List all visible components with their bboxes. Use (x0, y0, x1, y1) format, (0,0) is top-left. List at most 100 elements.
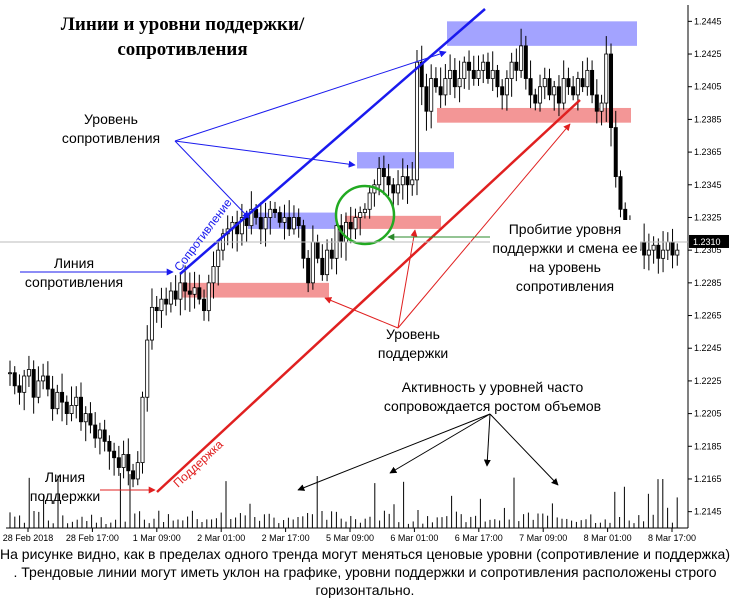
candle-body (168, 290, 173, 305)
volume-note-label: Активность у уровней часто сопровождаетс… (383, 379, 602, 414)
candle-body (282, 217, 287, 223)
candle-body (145, 339, 150, 398)
price-tick-label: 1.2285 (694, 278, 722, 288)
resistance-level-arrow (174, 50, 447, 142)
candle-body (594, 94, 599, 112)
candle-body (178, 282, 183, 300)
candle-body (164, 298, 169, 305)
candle-body (661, 249, 666, 259)
candle-body (353, 217, 358, 230)
support-zone (180, 282, 329, 298)
breakout-label: Пробитие уровня поддержки и смена ее на … (490, 220, 640, 296)
breakout-circle (334, 184, 396, 246)
candle-body (329, 249, 334, 259)
candle-body (651, 244, 656, 251)
candle-body (358, 212, 363, 218)
candle-body (452, 69, 457, 88)
candle-body (542, 78, 547, 88)
price-tick-label: 1.2185 (694, 441, 722, 451)
time-tick-label: 7 Mar 09:00 (519, 533, 567, 543)
candle-body (533, 94, 538, 104)
candle-body (291, 217, 296, 230)
candle-body (656, 244, 661, 259)
price-tick-label: 1.2145 (694, 507, 722, 517)
support-zone (437, 107, 631, 123)
candle-body (410, 179, 415, 186)
candle-body (490, 69, 495, 79)
candle-body (83, 413, 88, 423)
current-price-badge (689, 234, 729, 248)
candle-body (433, 78, 438, 88)
candle-body (277, 212, 282, 223)
current-price-label: 1.2310 (693, 237, 721, 247)
candle-body (97, 429, 102, 439)
support-level-label: Уровень поддержки (377, 326, 449, 361)
candle-body (599, 102, 604, 112)
candle-body (140, 396, 145, 464)
price-tick-label: 1.2265 (694, 311, 722, 321)
candle-body (149, 306, 154, 341)
candle-body (467, 61, 472, 71)
candle-body (514, 61, 519, 71)
candle-body (367, 192, 372, 210)
candle-body (315, 241, 320, 259)
candle-body (296, 217, 301, 227)
candle-body (580, 78, 585, 88)
time-tick-label: 5 Mar 09:00 (326, 533, 374, 543)
candle-body (509, 61, 514, 79)
time-tick-label: 6 Mar 01:00 (390, 533, 438, 543)
candle-body (462, 61, 467, 79)
candle-body (55, 391, 60, 410)
trendline-layer (156, 8, 581, 493)
time-axis: 28 Feb 2018 28 Feb 17:00 1 Mar 09:00 2 Mar … (3, 528, 696, 543)
price-tick-label: 1.2385 (694, 114, 722, 124)
candle-body (121, 454, 126, 468)
candle-body (258, 217, 263, 230)
time-tick-label: 2 Mar 01:00 (197, 533, 245, 543)
candle-body (17, 385, 22, 393)
candle-body (391, 184, 396, 194)
time-tick-label: 28 Feb 2018 (3, 533, 54, 543)
candle-body (481, 61, 486, 71)
candle-body (504, 78, 509, 96)
candle-body (571, 86, 576, 96)
candle-body (36, 380, 41, 398)
candle-body (131, 470, 136, 480)
candle-body (495, 69, 500, 88)
candle-body (93, 424, 98, 439)
zone-layer (180, 21, 637, 298)
chart-title: Линии и уровни поддержки/сопротивления (60, 14, 305, 60)
candle-body (381, 168, 386, 178)
time-tick-label: 8 Mar 01:00 (584, 533, 632, 543)
candle-body (500, 86, 505, 96)
price-tick-label: 1.2245 (694, 343, 722, 353)
candle-body (69, 405, 74, 414)
candle-body (547, 78, 552, 96)
candle-body (528, 78, 533, 96)
candle-body (618, 176, 623, 210)
price-tick-label: 1.2445 (694, 16, 722, 26)
candle-body (50, 388, 55, 410)
candle-body (665, 241, 670, 251)
candle-body (675, 249, 680, 256)
candle-body (476, 69, 481, 79)
candle-body (310, 241, 315, 284)
candle-body (41, 375, 46, 382)
price-tick-label: 1.2365 (694, 147, 722, 157)
candle-body (273, 208, 278, 213)
candle-body (112, 450, 117, 459)
volume-arrow (483, 413, 491, 467)
candle-body (268, 208, 273, 218)
candle-body (646, 249, 651, 256)
candle-body (396, 184, 401, 194)
candle-body (202, 298, 207, 312)
candle-body (45, 375, 50, 390)
candle-body (159, 298, 164, 312)
candle-body (575, 78, 580, 96)
support-trendline (156, 99, 581, 493)
candle-body (211, 266, 216, 284)
candle-body (78, 396, 83, 423)
candle-body (287, 217, 292, 230)
support-level-arrow (324, 297, 399, 329)
